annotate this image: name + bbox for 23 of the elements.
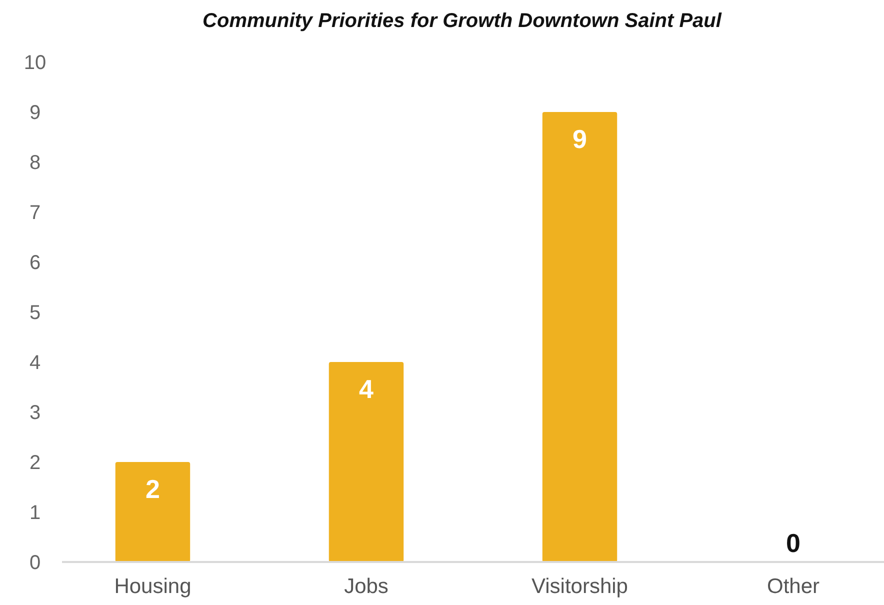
y-tick-label: 5 — [29, 302, 41, 324]
x-tick-label: Jobs — [344, 575, 388, 598]
chart-title: Community Priorities for Growth Downtown Saint Paul — [202, 10, 722, 32]
y-tick-label: 4 — [29, 352, 41, 374]
y-tick-label: 0 — [29, 552, 41, 574]
y-tick-label: 9 — [29, 102, 41, 124]
y-tick-label: 2 — [29, 452, 41, 474]
bar — [115, 462, 190, 562]
y-tick-label: 1 — [29, 502, 41, 524]
data-label: 9 — [572, 124, 587, 154]
bar — [328, 362, 404, 562]
data-label: 4 — [359, 374, 374, 404]
y-tick-label: 8 — [29, 152, 41, 174]
x-tick-label: Housing — [114, 575, 192, 598]
x-tick-label: Other — [766, 575, 820, 598]
data-label: 0 — [786, 528, 800, 558]
x-tick-label: Visitorship — [532, 575, 628, 598]
y-tick-label: 6 — [29, 252, 41, 274]
data-label: 2 — [146, 474, 160, 504]
y-tick-label: 10 — [24, 52, 46, 74]
y-tick-label: 7 — [29, 202, 41, 224]
bar — [542, 112, 618, 562]
y-tick-label: 3 — [29, 402, 41, 424]
